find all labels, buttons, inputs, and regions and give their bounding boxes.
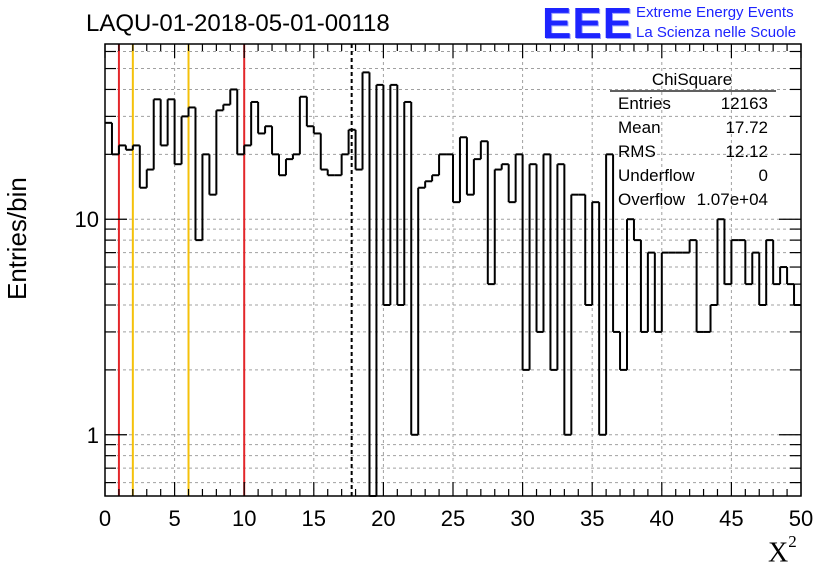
x-tick-label: 30: [510, 506, 534, 531]
stats-title: ChiSquare: [652, 70, 732, 89]
stats-row-label: RMS: [618, 142, 656, 161]
x-tick-label: 5: [168, 506, 180, 531]
histogram-bars: [105, 71, 801, 497]
x-tick-label: 35: [580, 506, 604, 531]
logo-line-1: Extreme Energy Events: [636, 4, 794, 21]
x-tick-label: 0: [99, 506, 111, 531]
logo-line-2: La Scienza nelle Scuole: [636, 24, 797, 41]
stats-row-value: 12.12: [725, 142, 768, 161]
x-tick-label: 45: [719, 506, 743, 531]
stats-box: ChiSquare Entries 12163 Mean 17.72 RMS 12.12 U…: [610, 70, 776, 209]
y-tick-label: 10: [75, 207, 99, 232]
stats-row-label: Underflow: [618, 166, 695, 185]
x-tick-label: 20: [371, 506, 395, 531]
x-tick-label: 25: [441, 506, 465, 531]
x-axis-label-text: X: [768, 537, 789, 569]
stats-row-value: 17.72: [725, 118, 768, 137]
x-tick-label: 50: [789, 506, 813, 531]
stats-row-value: 12163: [721, 94, 768, 113]
x-axis-label-superscript: 2: [788, 532, 797, 551]
y-tick-label: 1: [87, 423, 99, 448]
stats-row-value: 0: [759, 166, 768, 185]
grid: [105, 44, 801, 496]
stats-row-label: Mean: [618, 118, 661, 137]
x-tick-label: 15: [302, 506, 326, 531]
axis-ticks: 0 5 10 15 20 25 30 35 40 45 50 1 10: [75, 44, 813, 531]
stats-row-label: Entries: [618, 94, 671, 113]
x-tick-label: 10: [232, 506, 256, 531]
stats-row-value: 1.07e+04: [697, 190, 768, 209]
reference-lines: [117, 44, 353, 496]
x-axis-label: X2: [768, 532, 797, 569]
x-tick-label: 40: [650, 506, 674, 531]
chart-title: LAQU-01-2018-05-01-00118: [86, 10, 390, 37]
eee-logo: EEE: [542, 0, 634, 48]
stats-row-label: Overflow: [618, 190, 686, 209]
